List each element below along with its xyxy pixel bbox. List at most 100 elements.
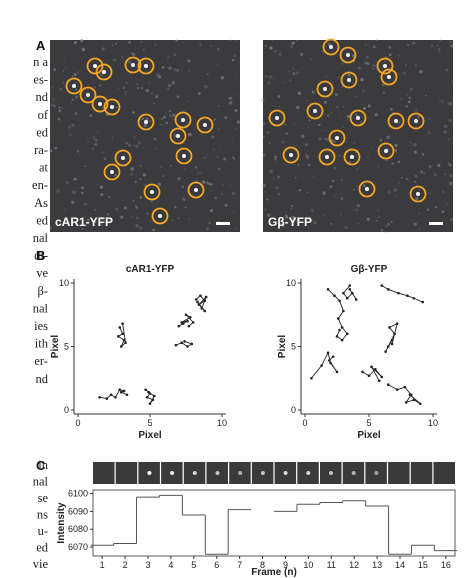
- noise: [170, 164, 172, 167]
- x-axis-label: Pixel: [357, 430, 381, 441]
- noise: [266, 213, 271, 217]
- noise: [448, 118, 452, 122]
- noise: [134, 204, 137, 208]
- noise: [273, 177, 275, 180]
- noise: [393, 188, 397, 192]
- noise: [71, 200, 75, 204]
- panel-label: A: [36, 38, 46, 53]
- noise: [290, 207, 293, 210]
- noise: [277, 175, 281, 179]
- noise: [367, 104, 371, 108]
- noise: [285, 132, 289, 135]
- noise: [340, 178, 344, 181]
- noise: [437, 48, 441, 51]
- noise: [211, 135, 215, 139]
- x-tick-label: 11: [327, 560, 336, 570]
- noise: [74, 112, 78, 116]
- noise: [161, 66, 165, 69]
- noise: [98, 83, 102, 87]
- noise: [391, 162, 394, 165]
- noise: [371, 148, 373, 150]
- trajectory-point: [386, 288, 390, 291]
- noise: [120, 215, 124, 219]
- film-spot: [215, 471, 220, 475]
- trajectory-point: [183, 340, 186, 343]
- noise: [372, 67, 375, 70]
- noise: [183, 142, 185, 144]
- noise: [307, 126, 310, 128]
- noise: [158, 75, 162, 79]
- spot: [158, 214, 162, 218]
- noise: [277, 95, 281, 99]
- noise: [437, 163, 441, 167]
- noise: [106, 212, 110, 216]
- noise: [322, 215, 325, 217]
- noise: [81, 191, 84, 195]
- y-tick-label: 5: [291, 342, 296, 352]
- noise: [405, 63, 407, 66]
- noise: [366, 217, 370, 221]
- spot: [289, 153, 293, 157]
- trajectory-point: [119, 390, 123, 394]
- spot-marker: [322, 38, 340, 56]
- noise: [265, 75, 268, 78]
- noise: [62, 70, 65, 72]
- trajectory-point: [326, 351, 330, 355]
- noise: [184, 168, 186, 171]
- noise: [398, 121, 401, 124]
- trajectory-point: [345, 296, 349, 300]
- micrograph: [50, 40, 240, 232]
- noise: [292, 67, 295, 70]
- noise: [58, 109, 61, 113]
- noise: [207, 182, 211, 185]
- noise: [313, 221, 317, 225]
- noise: [224, 115, 228, 120]
- noise: [71, 123, 75, 128]
- spot: [110, 105, 114, 109]
- noise: [103, 157, 107, 161]
- noise: [94, 142, 98, 146]
- noise: [52, 104, 55, 107]
- noise: [232, 157, 236, 160]
- noise: [74, 88, 78, 92]
- noise: [384, 231, 387, 233]
- noise: [81, 47, 86, 52]
- noise: [221, 183, 224, 186]
- x-tick-label: 0: [75, 418, 80, 428]
- noise: [419, 228, 421, 230]
- noise: [356, 168, 359, 171]
- noise: [420, 170, 423, 174]
- trajectory-point: [109, 393, 113, 397]
- trajectory-point: [367, 374, 371, 378]
- spot-marker: [114, 149, 132, 167]
- spot: [350, 155, 354, 159]
- trajectory-point: [338, 328, 341, 332]
- noise: [234, 94, 236, 96]
- noise: [53, 104, 56, 108]
- noise: [394, 149, 398, 152]
- noise: [355, 95, 357, 98]
- x-tick-label: 16: [441, 560, 451, 570]
- trajectory-point: [340, 326, 344, 329]
- film-spot: [329, 471, 333, 475]
- micrograph: [263, 40, 453, 232]
- spot-marker: [137, 113, 155, 131]
- noise: [268, 75, 273, 79]
- trajectory-point: [338, 299, 341, 303]
- noise: [176, 69, 179, 72]
- noise: [308, 119, 311, 122]
- noise: [307, 163, 311, 167]
- trajectory-point: [393, 332, 396, 336]
- noise: [322, 191, 326, 195]
- noise: [439, 99, 442, 102]
- noise: [176, 95, 180, 99]
- noise: [289, 79, 292, 82]
- text-fragment: ra-: [34, 143, 48, 157]
- film-frame: [410, 462, 433, 484]
- noise: [49, 226, 53, 230]
- noise: [311, 219, 314, 222]
- noise: [407, 43, 410, 46]
- noise: [273, 155, 278, 159]
- noise: [84, 165, 86, 168]
- noise: [444, 201, 446, 204]
